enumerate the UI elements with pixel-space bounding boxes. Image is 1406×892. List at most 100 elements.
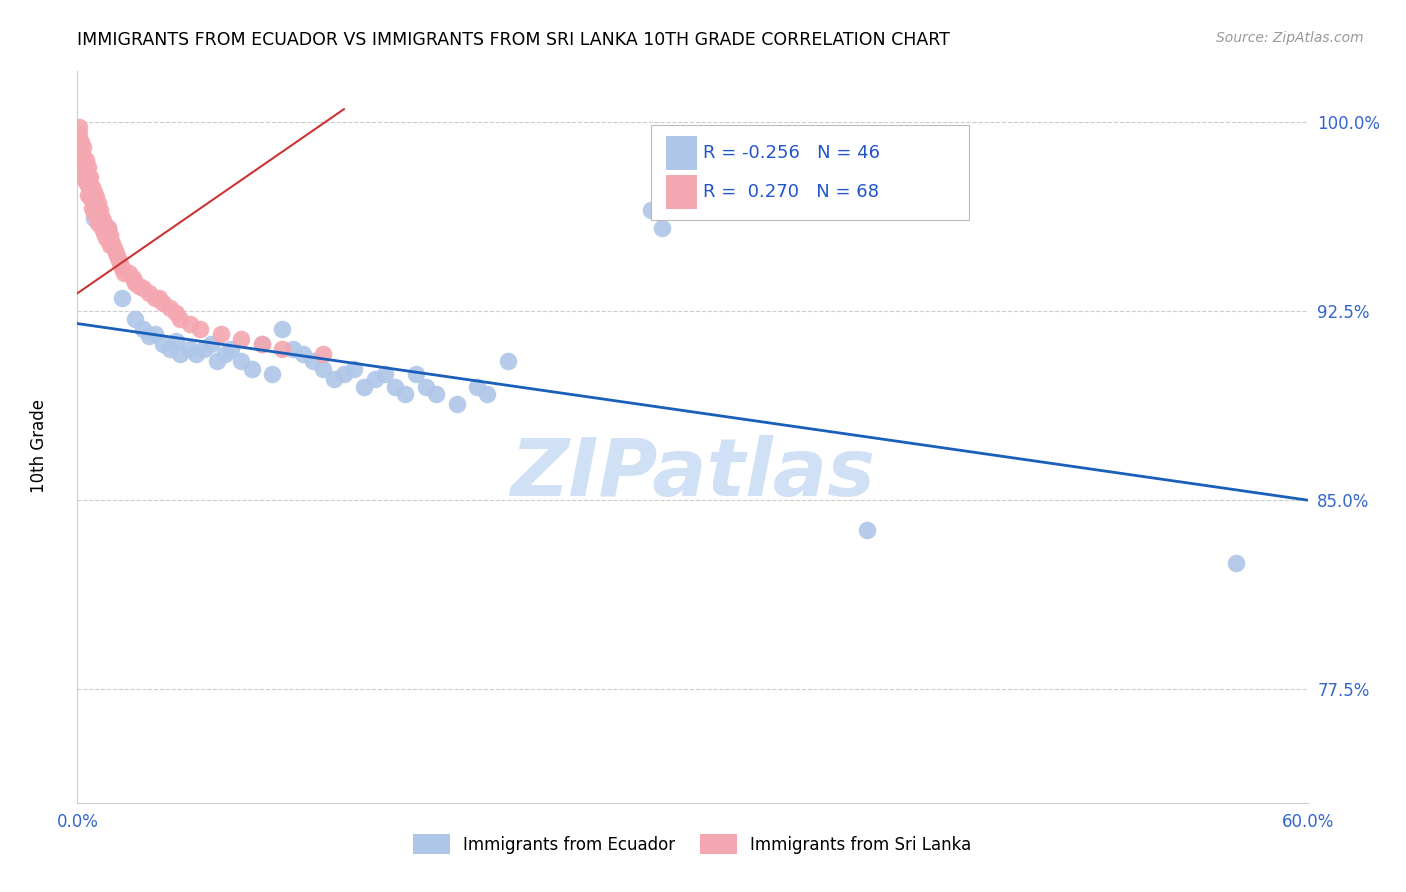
Point [94,220,117,235]
Point [415,379,437,393]
Point [70,135,93,149]
Point [87,195,110,210]
Legend: Immigrants from Ecuador, Immigrants from Sri Lanka: Immigrants from Ecuador, Immigrants from… [406,828,979,860]
Point [1225,556,1247,570]
Point [214,347,236,361]
Point [169,347,191,361]
Point [165,306,187,320]
Point [93,216,115,230]
Point [114,266,136,280]
Point [76,178,98,192]
Point [169,311,191,326]
Point [152,296,174,310]
Point [124,311,146,326]
Point [80,190,103,204]
Point [75,175,97,189]
Point [83,186,105,200]
Point [179,317,201,331]
Point [70,153,93,167]
Point [75,153,97,167]
Point [89,213,111,227]
Point [138,286,160,301]
Point [394,387,416,401]
Point [111,261,134,276]
Point [98,228,121,243]
Text: ZIPatlas: ZIPatlas [510,434,875,513]
Point [148,291,170,305]
Point [110,256,132,270]
Point [281,342,304,356]
Point [84,201,107,215]
Point [186,347,208,361]
Point [138,329,160,343]
Text: R =  0.270   N = 68: R = 0.270 N = 68 [703,183,879,201]
Point [143,326,166,341]
Point [312,362,335,376]
Point [76,170,98,185]
Point [80,180,103,194]
Point [240,362,263,376]
Point [343,362,366,376]
Point [143,291,166,305]
Point [322,372,344,386]
Point [132,321,155,335]
Point [98,238,121,252]
Point [159,342,181,356]
Point [205,354,228,368]
Point [159,301,181,316]
Point [83,205,105,219]
Point [97,220,120,235]
Point [72,170,94,185]
Point [231,332,253,346]
Point [90,211,114,225]
Text: 10th Grade: 10th Grade [31,399,48,493]
Point [117,266,139,280]
Point [152,336,174,351]
Point [640,203,662,218]
Point [79,170,101,185]
Point [353,379,375,393]
Point [262,367,284,381]
Point [496,354,519,368]
Point [79,190,101,204]
Point [425,387,447,401]
Point [83,211,105,225]
Point [405,367,427,381]
Point [87,216,110,230]
Point [855,524,877,538]
Point [72,150,94,164]
Point [103,241,125,255]
Point [250,336,273,351]
Point [89,203,111,218]
Point [374,367,396,381]
Point [79,180,101,194]
Text: IMMIGRANTS FROM ECUADOR VS IMMIGRANTS FROM SRI LANKA 10TH GRADE CORRELATION CHAR: IMMIGRANTS FROM ECUADOR VS IMMIGRANTS FR… [77,31,950,49]
Point [651,220,673,235]
Point [70,145,93,159]
Point [76,188,98,202]
Point [312,347,335,361]
Text: Source: ZipAtlas.com: Source: ZipAtlas.com [1216,31,1364,45]
Point [446,397,468,411]
Point [384,379,406,393]
Point [75,165,97,179]
Point [271,321,294,335]
Point [231,354,253,368]
Point [90,220,114,235]
Point [291,347,314,361]
Point [477,387,499,401]
Point [200,336,222,351]
Point [179,342,201,356]
Point [132,281,155,295]
Point [165,334,187,349]
Point [111,291,134,305]
Point [271,342,294,356]
Point [363,372,385,386]
Point [83,195,105,210]
Point [250,336,273,351]
Point [101,235,124,250]
Point [97,231,120,245]
Point [193,342,215,356]
Point [128,278,150,293]
Point [188,321,212,335]
